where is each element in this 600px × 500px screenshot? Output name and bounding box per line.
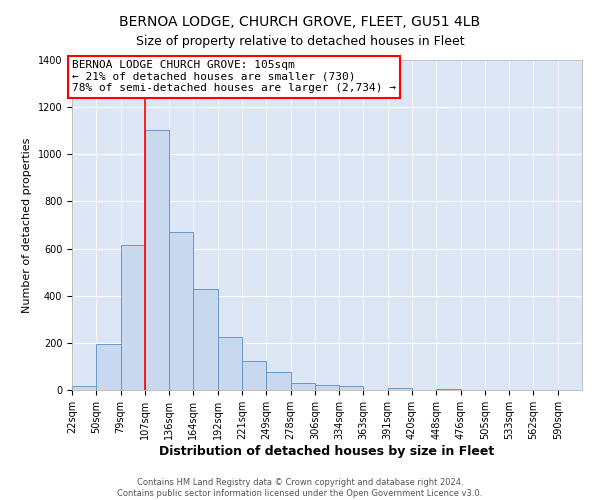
Bar bbox=[388, 388, 412, 390]
Bar bbox=[193, 288, 218, 390]
Bar bbox=[242, 360, 266, 390]
Bar bbox=[169, 232, 193, 390]
Text: BERNOA LODGE, CHURCH GROVE, FLEET, GU51 4LB: BERNOA LODGE, CHURCH GROVE, FLEET, GU51 … bbox=[119, 15, 481, 29]
Bar bbox=[266, 372, 290, 390]
Text: Contains HM Land Registry data © Crown copyright and database right 2024.
Contai: Contains HM Land Registry data © Crown c… bbox=[118, 478, 482, 498]
Bar bbox=[290, 383, 315, 390]
X-axis label: Distribution of detached houses by size in Fleet: Distribution of detached houses by size … bbox=[160, 444, 494, 458]
Text: BERNOA LODGE CHURCH GROVE: 105sqm
← 21% of detached houses are smaller (730)
78%: BERNOA LODGE CHURCH GROVE: 105sqm ← 21% … bbox=[72, 60, 396, 93]
Bar bbox=[339, 386, 364, 390]
Y-axis label: Number of detached properties: Number of detached properties bbox=[22, 138, 32, 312]
Text: Size of property relative to detached houses in Fleet: Size of property relative to detached ho… bbox=[136, 35, 464, 48]
Bar bbox=[218, 337, 242, 390]
Bar bbox=[145, 130, 169, 390]
Bar bbox=[96, 344, 121, 390]
Bar bbox=[72, 386, 96, 390]
Bar bbox=[436, 389, 461, 390]
Bar bbox=[121, 245, 145, 390]
Bar bbox=[315, 386, 339, 390]
